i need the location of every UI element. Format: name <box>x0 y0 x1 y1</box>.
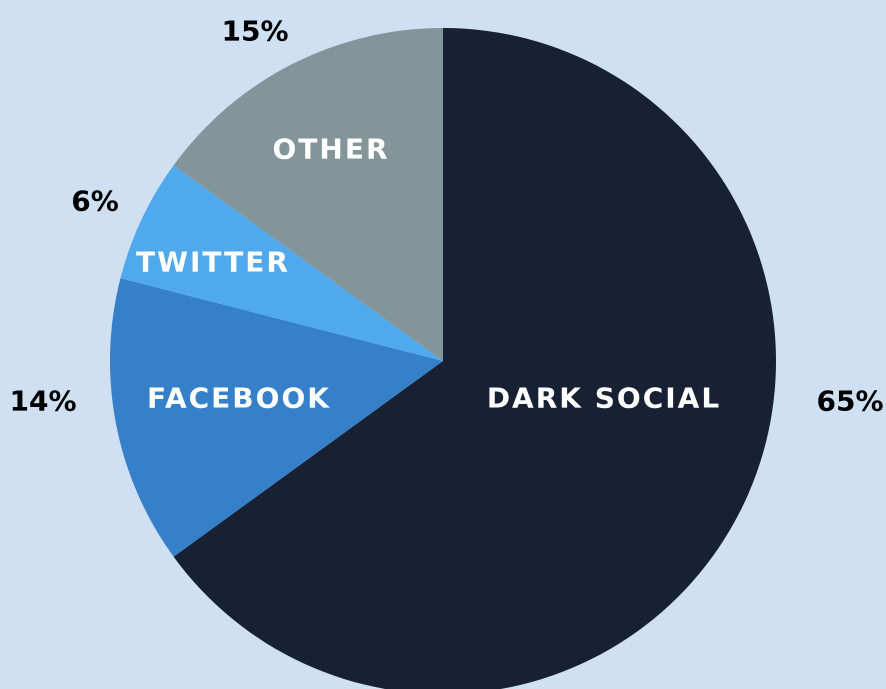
pie-slice-twitter <box>120 165 444 361</box>
slice-labels: DARK SOCIAL FACEBOOK TWITTER OTHER <box>136 133 721 415</box>
pie-slices <box>110 28 776 689</box>
percent-label-facebook: 14% <box>9 385 76 418</box>
slice-label-twitter: TWITTER <box>136 246 290 279</box>
percent-label-twitter: 6% <box>71 185 119 218</box>
slice-label-facebook: FACEBOOK <box>147 382 331 415</box>
percent-label-other: 15% <box>221 15 288 48</box>
percent-label-dark-social: 65% <box>816 385 883 418</box>
slice-label-other: OTHER <box>272 133 389 166</box>
pie-slice-facebook <box>110 278 443 557</box>
pie-slice-dark-social <box>173 28 776 689</box>
percent-labels: 65% 14% 6% 15% <box>9 15 883 418</box>
pie-slice-other <box>173 28 443 361</box>
slice-label-dark-social: DARK SOCIAL <box>487 382 721 415</box>
